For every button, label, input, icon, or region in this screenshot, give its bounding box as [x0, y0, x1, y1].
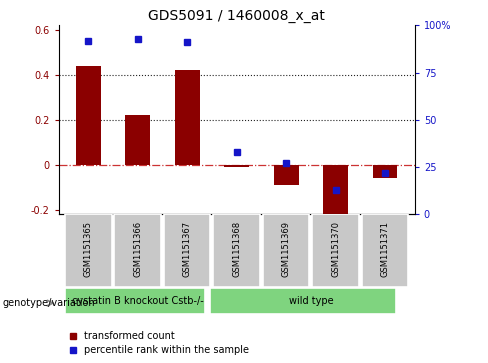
Bar: [65, 288, 204, 314]
Text: GSM1151366: GSM1151366: [133, 221, 142, 277]
Text: GSM1151370: GSM1151370: [331, 221, 340, 277]
Text: GSM1151371: GSM1151371: [381, 221, 389, 277]
Title: GDS5091 / 1460008_x_at: GDS5091 / 1460008_x_at: [148, 9, 325, 23]
Bar: [224, 165, 249, 167]
Text: GSM1151368: GSM1151368: [232, 221, 241, 277]
Bar: [65, 214, 111, 287]
Text: GSM1151369: GSM1151369: [282, 221, 291, 277]
Text: GSM1151365: GSM1151365: [84, 221, 93, 277]
Text: percentile rank within the sample: percentile rank within the sample: [84, 345, 249, 355]
Bar: [175, 70, 200, 165]
Bar: [263, 214, 309, 287]
Bar: [274, 165, 299, 185]
Bar: [362, 214, 408, 287]
Bar: [125, 115, 150, 165]
Text: genotype/variation: genotype/variation: [2, 298, 95, 308]
Text: cystatin B knockout Cstb-/-: cystatin B knockout Cstb-/-: [72, 296, 203, 306]
Text: wild type: wild type: [288, 296, 333, 306]
Bar: [312, 214, 359, 287]
Bar: [373, 165, 398, 178]
Bar: [76, 66, 101, 165]
Bar: [323, 165, 348, 214]
Bar: [213, 214, 260, 287]
Bar: [115, 214, 161, 287]
Bar: [210, 288, 396, 314]
Text: transformed count: transformed count: [84, 331, 175, 341]
Text: GSM1151367: GSM1151367: [183, 221, 192, 277]
Bar: [164, 214, 210, 287]
